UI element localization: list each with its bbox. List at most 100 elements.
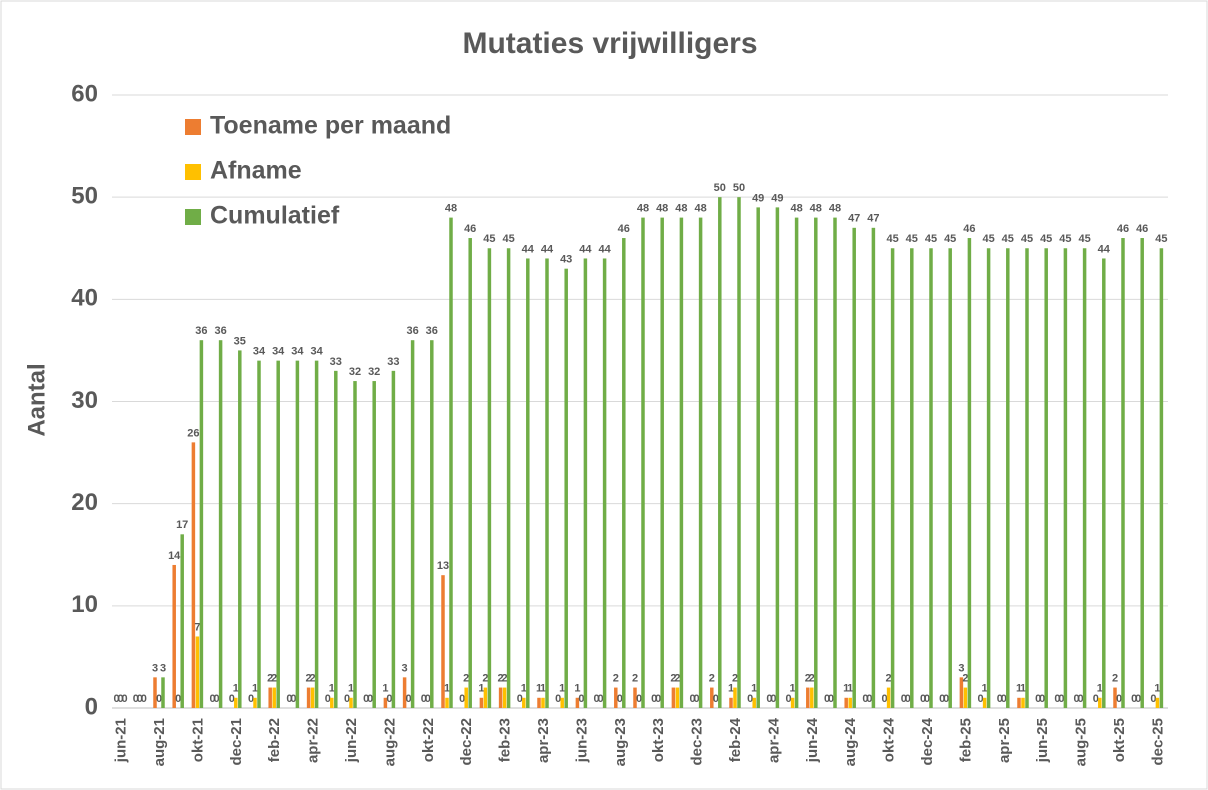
value-label: 0 <box>924 693 930 705</box>
value-label: 44 <box>541 243 554 255</box>
bar <box>752 697 756 708</box>
value-label: 1 <box>252 683 258 695</box>
value-label: 0 <box>248 693 254 705</box>
value-label: 0 <box>290 693 296 705</box>
value-label: 0 <box>694 693 700 705</box>
bar <box>737 197 741 708</box>
bar <box>602 258 607 708</box>
value-label: 34 <box>291 346 304 358</box>
value-label: 1 <box>751 683 757 695</box>
value-label: 2 <box>809 672 815 684</box>
legend-swatch <box>185 164 201 180</box>
value-label: 2 <box>498 672 504 684</box>
bar <box>545 258 549 708</box>
bar <box>844 697 848 708</box>
value-label: 0 <box>1116 693 1122 705</box>
x-tick-label: feb-22 <box>266 718 283 762</box>
value-label: 36 <box>214 325 226 337</box>
value-label: 2 <box>463 672 469 684</box>
value-label: 0 <box>636 693 642 705</box>
value-label: 0 <box>1039 693 1045 705</box>
value-label: 3 <box>958 662 964 674</box>
bar <box>575 697 580 708</box>
bar <box>810 687 814 708</box>
bar <box>756 207 760 708</box>
y-axis-label: Aantal <box>23 363 50 436</box>
bar <box>441 575 445 708</box>
bar <box>522 697 526 708</box>
bar <box>671 687 676 708</box>
bar <box>191 442 196 708</box>
value-label: 1 <box>728 683 734 695</box>
bar <box>498 687 503 708</box>
value-label: 0 <box>286 693 292 705</box>
value-label: 45 <box>1155 233 1167 245</box>
value-label: 44 <box>598 243 611 255</box>
value-label: 2 <box>886 672 892 684</box>
y-tick-label: 30 <box>71 387 98 414</box>
value-label: 0 <box>175 693 181 705</box>
x-tick-label: apr-22 <box>305 718 322 763</box>
bar <box>1102 258 1106 708</box>
value-label: 2 <box>674 672 680 684</box>
value-label: 1 <box>521 683 527 695</box>
legend-swatch <box>185 119 201 135</box>
value-label: 34 <box>310 346 323 358</box>
bar <box>464 687 468 708</box>
bar <box>314 360 319 708</box>
bar <box>679 217 684 708</box>
x-tick-label: apr-23 <box>535 718 552 763</box>
value-label: 0 <box>651 693 657 705</box>
value-label: 2 <box>1112 672 1118 684</box>
bar <box>733 687 737 708</box>
value-label: 14 <box>168 550 181 562</box>
bar <box>272 687 276 708</box>
value-label: 1 <box>559 683 565 695</box>
bar <box>710 687 714 708</box>
value-label: 45 <box>1040 233 1052 245</box>
bar <box>959 677 964 708</box>
value-label: 48 <box>445 203 457 215</box>
bar <box>660 217 664 708</box>
value-label: 0 <box>690 693 696 705</box>
bar <box>967 238 972 709</box>
bar <box>775 207 780 708</box>
value-label: 1 <box>982 683 988 695</box>
bar <box>1121 238 1125 709</box>
bar <box>583 258 588 708</box>
bar <box>1082 248 1087 708</box>
value-label: 0 <box>1078 693 1084 705</box>
value-label: 0 <box>137 693 143 705</box>
value-label: 0 <box>406 693 412 705</box>
value-label: 0 <box>920 693 926 705</box>
value-label: 0 <box>770 693 776 705</box>
value-label: 2 <box>310 672 316 684</box>
bar <box>622 238 626 709</box>
value-label: 26 <box>187 427 199 439</box>
value-label: 0 <box>943 693 949 705</box>
bar <box>479 697 484 708</box>
value-label: 1 <box>233 683 239 695</box>
value-label: 1 <box>1020 683 1026 695</box>
value-label: 45 <box>502 233 514 245</box>
value-label: 2 <box>709 672 715 684</box>
bar <box>564 268 568 708</box>
value-label: 2 <box>632 672 638 684</box>
x-tick-label: jun-21 <box>113 718 130 763</box>
bar <box>502 687 507 708</box>
value-label: 0 <box>1150 693 1156 705</box>
value-label: 0 <box>122 693 128 705</box>
y-tick-label: 50 <box>71 183 98 210</box>
value-label: 0 <box>1135 693 1141 705</box>
bar <box>675 687 680 708</box>
value-label: 0 <box>939 693 945 705</box>
x-tick-label: okt-25 <box>1111 718 1128 762</box>
value-label: 1 <box>1097 683 1103 695</box>
bar <box>537 697 541 708</box>
value-label: 0 <box>1054 693 1060 705</box>
value-label: 33 <box>330 356 342 368</box>
bar <box>871 227 876 709</box>
value-label: 1 <box>348 683 354 695</box>
value-label: 0 <box>1131 693 1137 705</box>
value-label: 0 <box>156 693 162 705</box>
